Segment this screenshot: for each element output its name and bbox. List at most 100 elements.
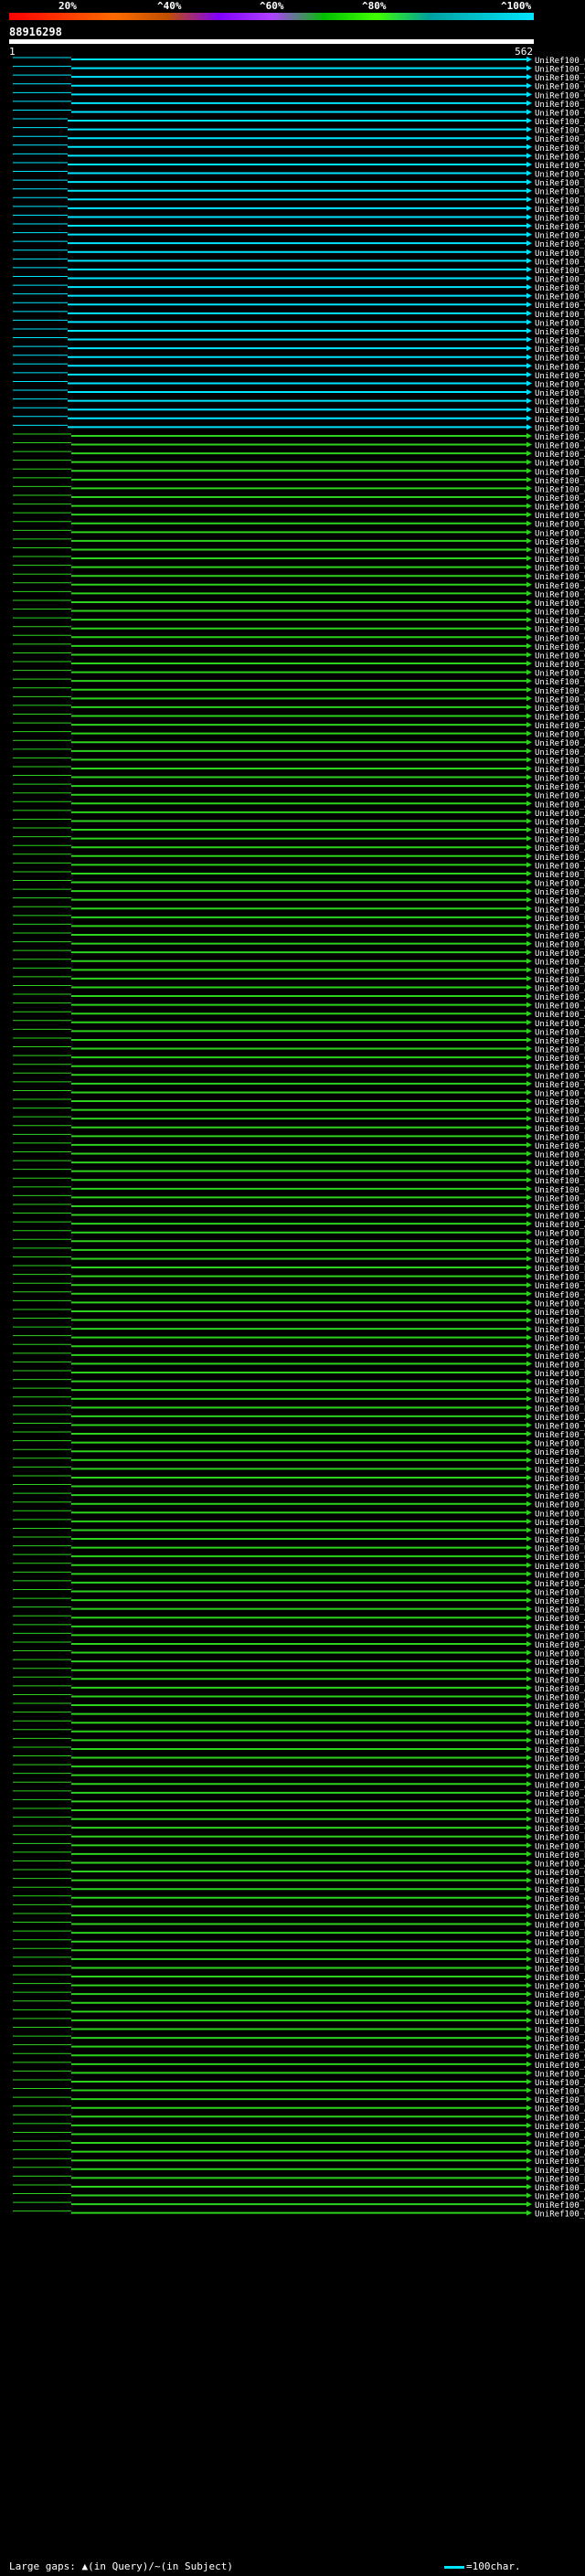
hit-row[interactable]: UniRef100_B9HK18: [13, 196, 585, 206]
hit-row[interactable]: UniRef100_A7PC32: [13, 1212, 585, 1222]
hit-row[interactable]: UniRef100_A4S052: [13, 2043, 585, 2053]
hit-row[interactable]: UniRef100_A5B5S0: [13, 879, 585, 889]
hit-row[interactable]: UniRef100_B2TSY4: [13, 143, 585, 154]
hit-row[interactable]: UniRef100_C5XHF1: [13, 1177, 585, 1186]
hit-row[interactable]: UniRef100_B9SBL7: [13, 1273, 585, 1283]
hit-row[interactable]: UniRef100_UP1000...: [13, 730, 585, 740]
hit-row[interactable]: UniRef100_Q1H8M7: [13, 537, 585, 547]
hit-row[interactable]: UniRef100_B9SE16: [13, 757, 585, 766]
hit-row[interactable]: UniRef100_A5B2M3: [13, 581, 585, 591]
hit-row[interactable]: UniRef100_A7PB15: [13, 722, 585, 731]
hit-row[interactable]: UniRef100_A3AEZ9: [13, 642, 585, 652]
hit-row[interactable]: UniRef100_A7PB39: [13, 2122, 585, 2132]
hit-row[interactable]: UniRef100_UP1000...: [13, 967, 585, 976]
hit-row[interactable]: UniRef100_B7FFA6: [13, 704, 585, 714]
hit-row[interactable]: UniRef100_A7LI55: [13, 451, 585, 460]
hit-row[interactable]: UniRef100_B9MD07: [13, 1045, 585, 1055]
hit-row[interactable]: UniRef100_C5XRU7: [13, 1124, 585, 1134]
hit-row[interactable]: UniRef100_P94072: [13, 100, 585, 110]
hit-row[interactable]: UniRef100_A7Q7D6: [13, 1745, 585, 1755]
hit-row[interactable]: UniRef100_B9RU77: [13, 2009, 585, 2018]
hit-row[interactable]: UniRef100_A9NX44: [13, 1579, 585, 1589]
hit-row[interactable]: UniRef100_Q84PL8: [13, 1343, 585, 1352]
hit-row[interactable]: UniRef100_A5AJD2: [13, 984, 585, 993]
hit-row[interactable]: UniRef100_UP1000...: [13, 292, 585, 302]
hit-row[interactable]: UniRef100_B9GGK3: [13, 1326, 585, 1335]
hit-row[interactable]: UniRef100_A7Q4R2: [13, 993, 585, 1002]
hit-row[interactable]: UniRef100_Q9ZPZ6: [13, 407, 585, 416]
hit-row[interactable]: UniRef100_Q9SC38: [13, 1869, 585, 1878]
hit-row[interactable]: UniRef100_Q9FPQ1: [13, 625, 585, 635]
hit-row[interactable]: UniRef100_B9MD05: [13, 1133, 585, 1142]
hit-row[interactable]: UniRef100_Q4R8E5: [13, 2052, 585, 2062]
hit-row[interactable]: UniRef100_B9RRB7: [13, 214, 585, 223]
hit-row[interactable]: UniRef100_B9I625: [13, 1405, 585, 1414]
hit-row[interactable]: UniRef100_UP1000...: [13, 2087, 585, 2097]
hit-row[interactable]: UniRef100_A5B155: [13, 153, 585, 162]
hit-row[interactable]: UniRef100_Q5SQP9: [13, 415, 585, 425]
hit-row[interactable]: UniRef100_A7Q7D5: [13, 827, 585, 836]
hit-row[interactable]: UniRef100_A7Q7D4: [13, 835, 585, 845]
hit-row[interactable]: UniRef100_A7Q3U7: [13, 800, 585, 810]
hit-row[interactable]: UniRef100_Q9FWM4: [13, 223, 585, 232]
hit-row[interactable]: UniRef100_Q6LVN1: [13, 1098, 585, 1108]
hit-row[interactable]: UniRef100_B9GRU5: [13, 284, 585, 293]
hit-row[interactable]: UniRef100_B9NCV5: [13, 1378, 585, 1388]
hit-row[interactable]: UniRef100_O04012: [13, 91, 585, 101]
hit-row[interactable]: UniRef100_A7QTD2: [13, 888, 585, 897]
hit-row[interactable]: UniRef100_B9I5S7: [13, 1659, 585, 1668]
hit-row[interactable]: UniRef100_A7QLS3: [13, 608, 585, 618]
hit-row[interactable]: UniRef100_Q84P17: [13, 1080, 585, 1090]
hit-row[interactable]: UniRef100_B9GWU5: [13, 319, 585, 328]
hit-row[interactable]: UniRef100_Q7YZ55: [13, 170, 585, 180]
hit-row[interactable]: UniRef100_B9T4N8: [13, 1938, 585, 1948]
hit-row[interactable]: UniRef100_P46271: [13, 424, 585, 433]
hit-row[interactable]: UniRef100_Q9SSQ5: [13, 783, 585, 792]
hit-row[interactable]: UniRef100_Q9M2H4: [13, 1422, 585, 1431]
hit-row[interactable]: UniRef100_B9RU74: [13, 1842, 585, 1851]
hit-row[interactable]: UniRef100_B9NCV6: [13, 1571, 585, 1580]
hit-row[interactable]: UniRef100_Q53AU7: [13, 266, 585, 276]
hit-row[interactable]: UniRef100_C7Q2C4: [13, 65, 585, 75]
hit-row[interactable]: UniRef100_A7PM40: [13, 896, 585, 906]
hit-row[interactable]: UniRef100_A7Q3Y9: [13, 1019, 585, 1029]
hit-row[interactable]: UniRef100_Q7XZV1: [13, 258, 585, 267]
hit-row[interactable]: UniRef100_A5B949: [13, 275, 585, 285]
hit-row[interactable]: UniRef100_B9S5Q9: [13, 249, 585, 259]
hit-row[interactable]: UniRef100_UP1000...: [13, 940, 585, 950]
hit-row[interactable]: UniRef100_C5Z1D8: [13, 1282, 585, 1291]
hit-row[interactable]: UniRef100_A8NY67: [13, 432, 585, 442]
hit-row[interactable]: UniRef100_A5AT17: [13, 906, 585, 915]
hit-row[interactable]: UniRef100_B9H911: [13, 1850, 585, 1860]
hit-row[interactable]: UniRef100_A5BQR7: [13, 494, 585, 504]
hit-row[interactable]: UniRef100_B9H024: [13, 1930, 585, 1939]
hit-row[interactable]: UniRef100_A7Q3R7: [13, 1640, 585, 1650]
hit-row[interactable]: UniRef100_B9I5T0: [13, 1518, 585, 1528]
hit-row[interactable]: UniRef100_A7QYT3: [13, 739, 585, 748]
hit-row[interactable]: UniRef100_C6TPE1: [13, 1720, 585, 1729]
hit-row[interactable]: UniRef100_C7Q8C3: [13, 590, 585, 599]
hit-row[interactable]: UniRef100_Q9HTZ1: [13, 678, 585, 687]
hit-row[interactable]: UniRef100_A5AT26: [13, 1256, 585, 1265]
hit-row[interactable]: UniRef100_A7Q6Q9: [13, 1141, 585, 1151]
hit-row[interactable]: UniRef100_A7R251: [13, 363, 585, 372]
hit-row[interactable]: UniRef100_B9RU73: [13, 1807, 585, 1817]
hit-row[interactable]: UniRef100_Q9WR81: [13, 57, 585, 66]
hit-row[interactable]: UniRef100_B9I5S8: [13, 1649, 585, 1659]
hit-row[interactable]: UniRef100_Q8VZ99: [13, 327, 585, 337]
hit-row[interactable]: UniRef100_Q6Z964: [13, 695, 585, 705]
hit-row[interactable]: UniRef100_Q9M3Y4: [13, 564, 585, 574]
hit-row[interactable]: UniRef100_B9GK06: [13, 1317, 585, 1327]
hit-row[interactable]: UniRef100_B9ND31: [13, 2017, 585, 2027]
hit-row[interactable]: UniRef100_C5Z116: [13, 398, 585, 408]
hit-row[interactable]: UniRef100_UP1000...: [13, 310, 585, 320]
hit-row[interactable]: UniRef100_A7Q4R8: [13, 1860, 585, 1869]
hit-row[interactable]: UniRef100_A7PSK3: [13, 2140, 585, 2149]
hit-row[interactable]: UniRef100_UP1000...: [13, 1999, 585, 2009]
hit-row[interactable]: UniRef100_Q6ZBZ2: [13, 371, 585, 381]
hit-row[interactable]: UniRef100_B9SB18: [13, 1308, 585, 1318]
hit-row[interactable]: UniRef100_Q0QRH6: [13, 1886, 585, 1895]
hit-row[interactable]: UniRef100_Q84RC0: [13, 512, 585, 521]
hit-row[interactable]: UniRef100_C5YM54: [13, 529, 585, 538]
hit-row[interactable]: UniRef100_A5C5H3: [13, 1246, 585, 1256]
